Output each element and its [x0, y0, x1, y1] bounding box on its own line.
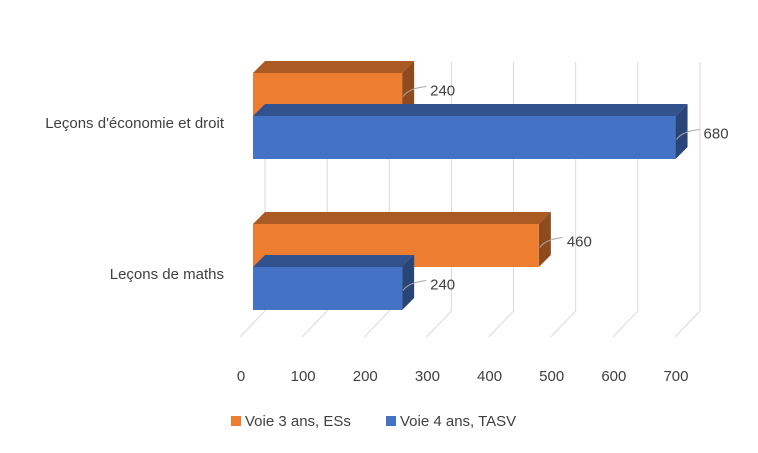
gridline-floor [301, 310, 328, 338]
data-label: 680 [704, 125, 729, 142]
x-tick-label: 200 [353, 368, 378, 385]
bar-top-face [253, 104, 688, 116]
bar-top-face [253, 255, 415, 267]
legend-item-voie-4-ans: Voie 4 ans, TASV [386, 413, 516, 430]
legend-label: Voie 3 ans, ESs [245, 413, 351, 430]
category-label: Leçons d'économie et droit [45, 115, 225, 132]
data-label-leader [402, 280, 427, 291]
bar-top-face [253, 61, 415, 73]
bars [253, 61, 688, 310]
data-label: 240 [430, 276, 455, 293]
gridline-floor [363, 310, 390, 338]
gridline-floor [239, 310, 266, 338]
legend: Voie 3 ans, ESs Voie 4 ans, TASV [231, 413, 516, 430]
bar-front-face [253, 267, 403, 310]
axis-labels: Leçons d'économie et droit Leçons de math… [45, 115, 688, 385]
x-tick-label: 300 [415, 368, 440, 385]
bar-side-face [402, 61, 415, 116]
bar-side-face [402, 255, 415, 310]
x-tick-label: 700 [663, 368, 688, 385]
bar-front-face [253, 116, 676, 159]
data-label: 460 [567, 233, 592, 250]
legend-swatch [231, 416, 241, 426]
data-labels: 240 680 460 240 [402, 82, 729, 293]
data-label: 240 [430, 82, 455, 99]
x-tick-label: 500 [539, 368, 564, 385]
bar-side-face [675, 104, 688, 159]
legend-label: Voie 4 ans, TASV [400, 413, 516, 430]
gridline-floor [488, 310, 514, 338]
data-label-leader [539, 237, 563, 248]
x-tick-label: 100 [291, 368, 316, 385]
gridline-floor [426, 310, 452, 338]
bar-voie-4-ans-maths [253, 255, 415, 310]
bar-voie-4-ans-economie-droit [253, 104, 688, 159]
data-label-leader [676, 129, 700, 140]
gridline-floor [550, 310, 577, 338]
bar-top-face [253, 212, 551, 224]
legend-swatch [386, 416, 396, 426]
gridline-floor [674, 310, 701, 338]
data-label-leader [402, 86, 427, 97]
x-tick-label: 400 [477, 368, 502, 385]
legend-item-voie-3-ans: Voie 3 ans, ESs [231, 413, 351, 430]
category-label: Leçons de maths [110, 266, 224, 283]
bar-side-face [538, 212, 551, 267]
x-tick-label: 0 [237, 368, 245, 385]
x-tick-label: 600 [601, 368, 626, 385]
gridline-floor [612, 310, 639, 338]
